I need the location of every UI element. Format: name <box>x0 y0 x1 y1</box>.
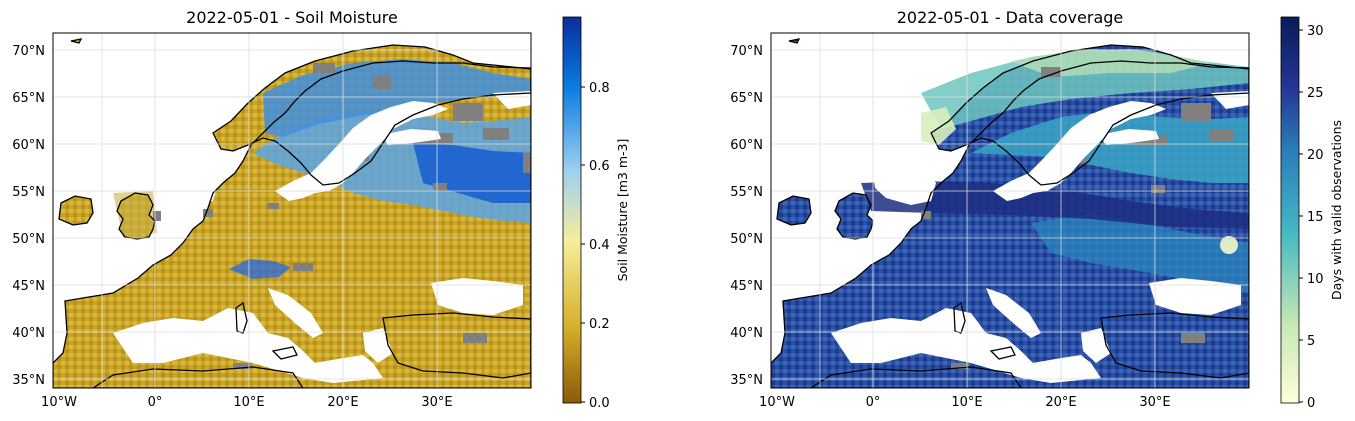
data-coverage-panel: 2022-05-01 - Data coverage <box>730 8 1344 411</box>
x-tick-labels: 10°W 0° 10°E 20°E 30°E <box>41 395 453 410</box>
y-tick: 35°N <box>730 373 763 388</box>
x-tick: 10°W <box>759 395 795 410</box>
colorbar-tick: 0 <box>1307 396 1315 411</box>
y-tick: 50°N <box>12 232 45 247</box>
colorbar-tick: 20 <box>1307 148 1324 163</box>
y-tick: 60°N <box>730 138 763 153</box>
colorbar-tick: 0.6 <box>589 159 610 174</box>
x-tick: 0° <box>148 395 163 410</box>
soil-moisture-colorbar: 0.8 0.6 0.4 0.2 0.0 Soil Moisture [m3 m-… <box>562 16 630 411</box>
x-tick: 10°E <box>233 395 264 410</box>
colorbar-tick: 10 <box>1307 272 1324 287</box>
panel-title: 2022-05-01 - Soil Moisture <box>186 8 398 27</box>
y-tick: 65°N <box>12 91 45 106</box>
x-tick: 10°W <box>41 395 77 410</box>
x-tick: 30°E <box>421 395 452 410</box>
soil-moisture-map <box>53 33 531 388</box>
x-tick-labels: 10°W 0° 10°E 20°E 30°E <box>759 395 1171 410</box>
x-tick: 10°E <box>951 395 982 410</box>
y-tick: 65°N <box>730 91 763 106</box>
y-tick-labels: 70°N 65°N 60°N 55°N 50°N 45°N 40°N 35°N <box>730 44 763 388</box>
y-tick: 60°N <box>12 138 45 153</box>
colorbar-tick: 0.2 <box>589 317 610 332</box>
data-coverage-map <box>771 33 1249 388</box>
y-tick: 55°N <box>730 185 763 200</box>
x-tick: 20°E <box>1045 395 1076 410</box>
soil-moisture-panel: 2022-05-01 - Soil Moisture <box>12 8 630 411</box>
y-tick-labels: 70°N 65°N 60°N 55°N 50°N 45°N 40°N 35°N <box>12 44 45 388</box>
y-tick: 40°N <box>730 326 763 341</box>
colorbar-label: Days with valid observations <box>1329 120 1344 300</box>
map-frame <box>770 32 1250 389</box>
panel-title: 2022-05-01 - Data coverage <box>897 8 1124 27</box>
colorbar-tick: 0.8 <box>589 81 610 96</box>
colorbar-tick: 15 <box>1307 210 1324 225</box>
y-tick: 45°N <box>730 279 763 294</box>
y-tick: 45°N <box>12 279 45 294</box>
data-coverage-colorbar: 30 25 20 15 10 5 0 Days with valid obser… <box>1280 16 1344 411</box>
x-tick: 0° <box>866 395 881 410</box>
colorbar-tick: 25 <box>1307 86 1324 101</box>
y-tick: 50°N <box>730 232 763 247</box>
colorbar-tick: 30 <box>1307 24 1324 39</box>
y-tick: 55°N <box>12 185 45 200</box>
colorbar-tick: 5 <box>1307 334 1315 349</box>
colorbar-tick: 0.0 <box>589 396 610 411</box>
colorbar-tick: 0.4 <box>589 238 610 253</box>
map-frame <box>52 32 532 389</box>
y-tick: 70°N <box>12 44 45 59</box>
y-tick: 40°N <box>12 326 45 341</box>
x-tick: 30°E <box>1139 395 1170 410</box>
y-tick: 35°N <box>12 373 45 388</box>
y-tick: 70°N <box>730 44 763 59</box>
colorbar-label: Soil Moisture [m3 m-3] <box>615 139 630 282</box>
x-tick: 20°E <box>327 395 358 410</box>
